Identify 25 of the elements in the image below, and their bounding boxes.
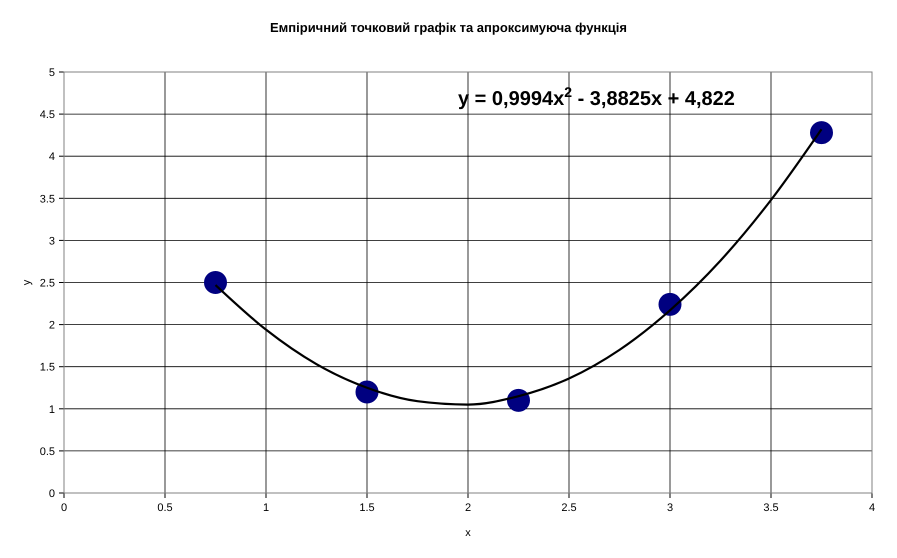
y-tick-label: 4 (48, 151, 55, 164)
x-tick-label: 0.5 (157, 502, 173, 514)
point (204, 271, 227, 294)
y-tick-label: 2 (48, 320, 55, 332)
x-tick-label: 3.5 (763, 502, 779, 514)
y-tick-label: 5 (48, 67, 55, 79)
x-tick-label: 1 (262, 502, 270, 514)
y-axis-title: y (21, 279, 33, 286)
x-axis-title: x (465, 527, 472, 539)
point (810, 121, 833, 144)
x-tick-label: 3 (666, 502, 674, 514)
chart-title: Емпіричний точковий графік та апроксимуюча функція (270, 20, 627, 35)
x-tick-label: 4 (868, 502, 876, 514)
x-tick-label: 2.5 (561, 502, 577, 514)
y-tick-label: 2.5 (40, 278, 55, 290)
x-tick-label: 2 (464, 502, 472, 514)
x-tick-label: 0 (60, 502, 68, 514)
y-tick-label: 4.5 (40, 109, 55, 122)
y-tick-label: 3.5 (40, 193, 55, 206)
y-tick-label: 1 (48, 404, 55, 416)
y-tick-label: 0.5 (40, 446, 55, 458)
y-tick-label: 1.5 (40, 362, 55, 374)
y-tick-label: 0 (48, 488, 55, 500)
x-tick-label: 1.5 (359, 502, 375, 514)
y-tick-label: 3 (48, 235, 55, 248)
